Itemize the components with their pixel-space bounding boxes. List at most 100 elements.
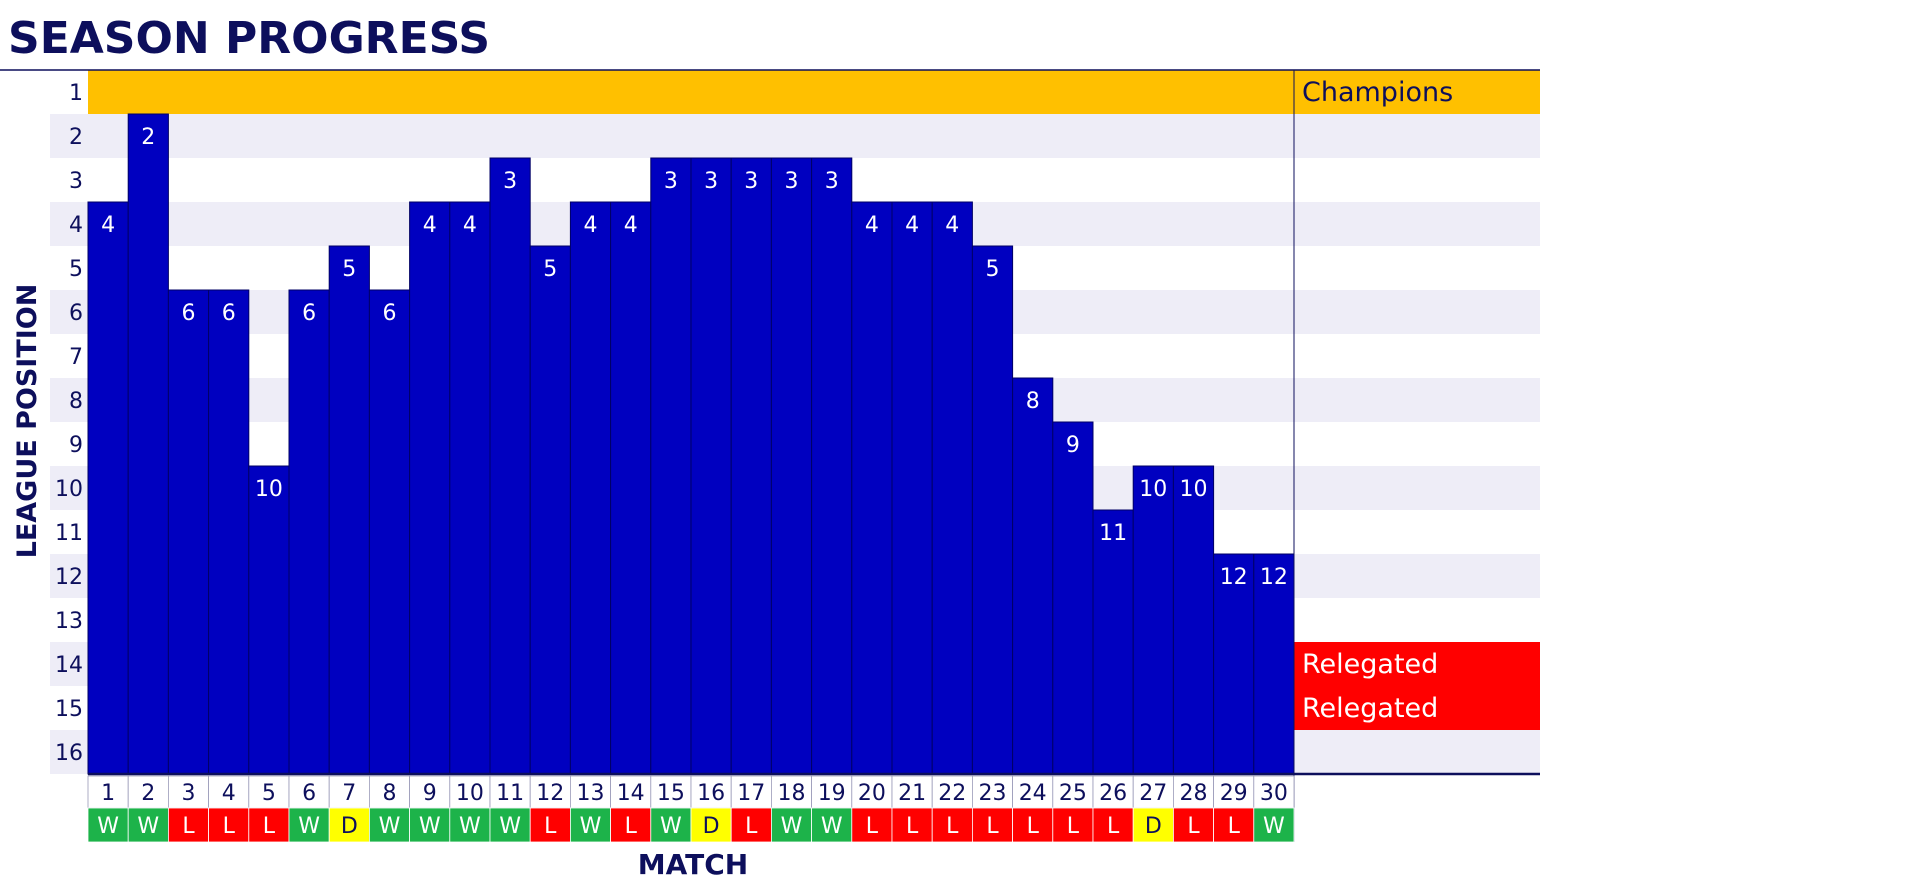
result-label: L (182, 814, 195, 839)
result-cell (650, 807, 692, 843)
y-tick-label: 10 (55, 477, 83, 502)
bar (730, 157, 772, 775)
result-label: L (906, 814, 919, 839)
bars (87, 113, 1295, 775)
x-tick-cell (891, 775, 933, 809)
bar (650, 157, 692, 775)
bar (851, 201, 893, 775)
result-cell (1092, 807, 1134, 843)
y-tick-label: 12 (55, 565, 83, 590)
bar-labels: 4 2 6 6 10 6 5 6 4 4 3 5 4 4 3 3 3 3 3 4 4 4 5 8 9 11 10 10 12 12 (101, 125, 1288, 590)
result-label: W (821, 814, 843, 839)
result-label: W (580, 814, 602, 839)
y-tick-label: 1 (69, 81, 83, 106)
x-tick-label: 5 (262, 781, 276, 806)
x-tick-label: 2 (141, 781, 155, 806)
bar (87, 201, 129, 775)
x-tick-label: 28 (1180, 781, 1208, 806)
result-label: L (946, 814, 959, 839)
result-label: L (1107, 814, 1120, 839)
bar (449, 201, 491, 775)
result-label: W (419, 814, 441, 839)
result-label: W (298, 814, 320, 839)
zone-band (1294, 686, 1540, 730)
zone-label: Relegated (1302, 649, 1438, 680)
x-axis-ticks: 1 2 3 4 5 6 7 8 9 10 11 12 13 14 15 16 17 18 19 20 21 22 23 24 2… (87, 775, 1295, 809)
bar-value-label: 4 (624, 213, 638, 238)
bar-value-label: 4 (423, 213, 437, 238)
bar (368, 289, 411, 775)
x-tick-cell (570, 775, 612, 809)
bar-value-label: 6 (222, 301, 236, 326)
x-tick-cell (931, 775, 973, 809)
bar-value-label: 4 (945, 213, 959, 238)
result-cell (489, 807, 531, 843)
y-tick-label: 13 (55, 609, 83, 634)
bar (1172, 465, 1215, 775)
result-label: L (544, 814, 557, 839)
row-band (50, 114, 1540, 158)
bar (811, 157, 853, 775)
bar-value-label: 6 (383, 301, 397, 326)
x-tick-label: 8 (383, 781, 397, 806)
bar-value-label: 9 (1066, 433, 1080, 458)
x-tick-label: 30 (1260, 781, 1288, 806)
result-label: L (263, 814, 276, 839)
result-label: W (660, 814, 682, 839)
result-cell (1173, 807, 1215, 843)
x-tick-label: 26 (1099, 781, 1127, 806)
x-tick-label: 13 (577, 781, 605, 806)
bar-value-label: 8 (1026, 389, 1040, 414)
result-cell (1253, 807, 1295, 843)
y-tick-label: 2 (69, 125, 83, 150)
result-label: L (1027, 814, 1040, 839)
chart-title: SEASON PROGRESS (8, 13, 490, 64)
x-tick-cell (1132, 775, 1174, 809)
y-tick-label: 8 (69, 389, 83, 414)
x-tick-label: 10 (456, 781, 484, 806)
bar (127, 113, 169, 775)
result-label: L (625, 814, 638, 839)
x-tick-label: 21 (898, 781, 926, 806)
x-tick-label: 18 (778, 781, 806, 806)
bar-value-label: 12 (1260, 565, 1288, 590)
result-label: L (1067, 814, 1080, 839)
result-label: D (1145, 814, 1162, 839)
x-axis-title: MATCH (638, 848, 748, 881)
x-tick-cell (1253, 775, 1295, 809)
bar-value-label: 3 (785, 169, 799, 194)
bar-value-label: 4 (584, 213, 598, 238)
x-tick-label: 22 (938, 781, 966, 806)
x-tick-cell (167, 775, 209, 809)
x-tick-label: 27 (1139, 781, 1167, 806)
result-label: W (137, 814, 159, 839)
result-label: W (459, 814, 481, 839)
y-tick-label: 15 (55, 697, 83, 722)
result-label: W (379, 814, 401, 839)
result-cell (972, 807, 1014, 843)
plot-frame (0, 69, 1540, 842)
result-cell (288, 807, 330, 843)
bar (529, 245, 571, 775)
y-tick-label: 5 (69, 257, 83, 282)
result-cell (570, 807, 612, 843)
bar (409, 201, 451, 775)
y-tick-label: 16 (55, 741, 83, 766)
bar (1253, 553, 1295, 775)
result-label: W (499, 814, 521, 839)
x-tick-label: 4 (222, 781, 236, 806)
bar-value-label: 2 (141, 125, 155, 150)
x-tick-label: 12 (536, 781, 564, 806)
x-tick-label: 23 (979, 781, 1007, 806)
bar (288, 289, 330, 775)
x-tick-label: 17 (737, 781, 765, 806)
result-label: D (703, 814, 720, 839)
bar-value-label: 6 (302, 301, 316, 326)
bar (328, 245, 370, 775)
result-label: L (223, 814, 236, 839)
result-cell (931, 807, 973, 843)
result-label: W (1263, 814, 1285, 839)
